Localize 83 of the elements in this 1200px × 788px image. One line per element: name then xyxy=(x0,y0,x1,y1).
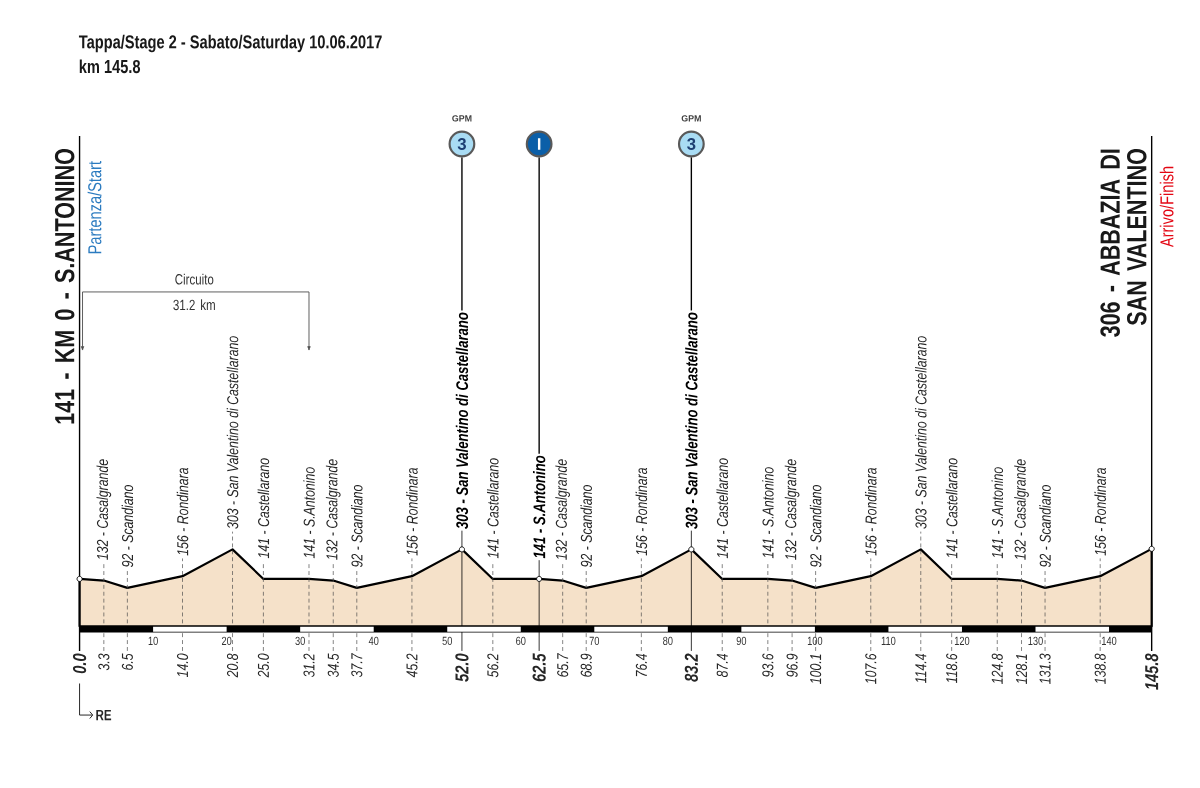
ref-line-label: 306 - ABBAZIA DI SAN VALENTINO xyxy=(1100,149,1147,337)
x-tick-label: 100.1 xyxy=(810,654,822,684)
text: RE xyxy=(96,709,112,721)
x2-tick-label: 100 xyxy=(807,636,823,646)
x-tick-label: 34.5 xyxy=(327,653,339,678)
ref-line-label: 303 - San Valentino di Castellarano xyxy=(685,312,698,529)
x-tick-label: 37.7 xyxy=(351,653,363,678)
text: 3 xyxy=(457,138,466,150)
x-tick-label: 56.2 xyxy=(487,653,499,678)
x-tick-label: 138.8 xyxy=(1094,653,1106,684)
data-label: 156 - Rondinara xyxy=(406,467,418,556)
data-label: 156 - Rondinara xyxy=(635,467,648,556)
x-tick-label: 52.0 xyxy=(455,653,469,682)
x2-tick-label: 60 xyxy=(516,636,526,646)
x-tick-label: 31.2 xyxy=(303,653,315,678)
x2-tick-label: 110 xyxy=(881,636,896,646)
data-label: 132 - Casalgrande xyxy=(325,459,341,560)
data-label: 132 - Casalgrande xyxy=(1014,459,1029,560)
ref-line-label: 141 - KM 0 - S.ANTONINO xyxy=(54,149,75,424)
x-tick-label: 20.8 xyxy=(226,653,239,678)
x-tick-label: 118.6 xyxy=(946,653,958,683)
text: 3 xyxy=(687,138,696,150)
data-label: 141 - Castellarano xyxy=(487,458,499,559)
x-tick-label: 65.7 xyxy=(557,653,569,677)
x-tick-label: 128.1 xyxy=(1015,654,1028,684)
x2-tick-label: 90 xyxy=(736,636,747,646)
data-label: 92 - Scandiano xyxy=(809,485,822,567)
text: I xyxy=(537,138,541,150)
x-tick-label: 124.8 xyxy=(991,653,1003,684)
x2-tick-label: 50 xyxy=(442,636,453,646)
text: Circuito 31.2 km xyxy=(173,273,215,311)
data-label: 132 - Casalgrande xyxy=(555,459,571,560)
x2-tick-label: 30 xyxy=(295,636,305,646)
x-tick-label: 3.3 xyxy=(98,653,110,671)
x2-tick-label: 80 xyxy=(663,636,673,646)
x2-tick-label: 10 xyxy=(148,636,158,646)
x2-tick-label: 120 xyxy=(954,636,970,646)
x-tick-label: 62.5 xyxy=(532,653,546,682)
x-tick-label: 96.9 xyxy=(786,653,798,677)
x-tick-label: 131.3 xyxy=(1039,653,1051,684)
ref-line-label: 141 - S.Antonino xyxy=(533,455,546,559)
x2-tick-label: 140 xyxy=(1102,636,1117,646)
data-label: 92 - Scandiano xyxy=(121,485,134,567)
chart-subtitle: km 145.8 xyxy=(79,59,141,74)
data-label: 92 - Scandiano xyxy=(1039,485,1051,567)
x-tick-label: 25.0 xyxy=(257,653,269,678)
x-tick-label: 6.5 xyxy=(121,653,133,670)
chart-title: Tappa/Stage 2 - Sabato/Saturday 10.06.2017 xyxy=(78,34,382,53)
data-label: 141 - Castellarano xyxy=(716,458,729,559)
data-label: 141 - S.Antonino xyxy=(303,467,315,559)
x-tick-label: 145.8 xyxy=(1145,653,1159,690)
ref-line-label: 303 - San Valentino di Castellarano xyxy=(455,312,469,529)
text: GPM xyxy=(452,115,472,122)
data-label: 156 - Rondinara xyxy=(864,467,877,556)
data-label: 141 - Castellarano xyxy=(945,458,958,559)
text: GPM xyxy=(681,115,701,122)
x-tick-label: 68.9 xyxy=(580,653,592,677)
x-tick-label: 114.4 xyxy=(915,653,927,683)
text: Arrivo/Finish xyxy=(1159,166,1174,248)
x-tick-label: 93.6 xyxy=(762,653,774,677)
data-label: 156 - Rondinara xyxy=(176,467,189,556)
x-tick-label: 107.6 xyxy=(865,653,877,684)
x-tick-label: 14.0 xyxy=(176,653,189,678)
x2-tick-label: 130 xyxy=(1028,636,1043,646)
x2-tick-label: 20 xyxy=(221,636,232,646)
x-tick-label: 0.0 xyxy=(72,653,87,674)
x-tick-label: 45.2 xyxy=(406,653,418,678)
text: Partenza/Start xyxy=(87,161,102,254)
data-label: 303 - San Valentino di Castellarano xyxy=(226,336,239,529)
x-tick-label: 83.2 xyxy=(684,653,698,682)
data-label: 303 - San Valentino di Castellarano xyxy=(914,336,927,529)
data-label: 156 - Rondinara xyxy=(1094,467,1106,556)
data-label: 92 - Scandiano xyxy=(580,485,592,567)
data-label: 132 - Casalgrande xyxy=(96,459,112,560)
data-label: 141 - S.Antonino xyxy=(762,467,774,559)
x2-tick-label: 70 xyxy=(589,636,600,646)
x-tick-label: 87.4 xyxy=(716,653,728,678)
data-label: 141 - Castellarano xyxy=(257,458,270,559)
x2-tick-label: 40 xyxy=(368,636,379,646)
data-label: 132 - Casalgrande xyxy=(784,459,800,560)
x-tick-label: 76.4 xyxy=(635,653,647,677)
data-label: 141 - S.Antonino xyxy=(991,467,1004,559)
data-label: 92 - Scandiano xyxy=(350,485,363,567)
